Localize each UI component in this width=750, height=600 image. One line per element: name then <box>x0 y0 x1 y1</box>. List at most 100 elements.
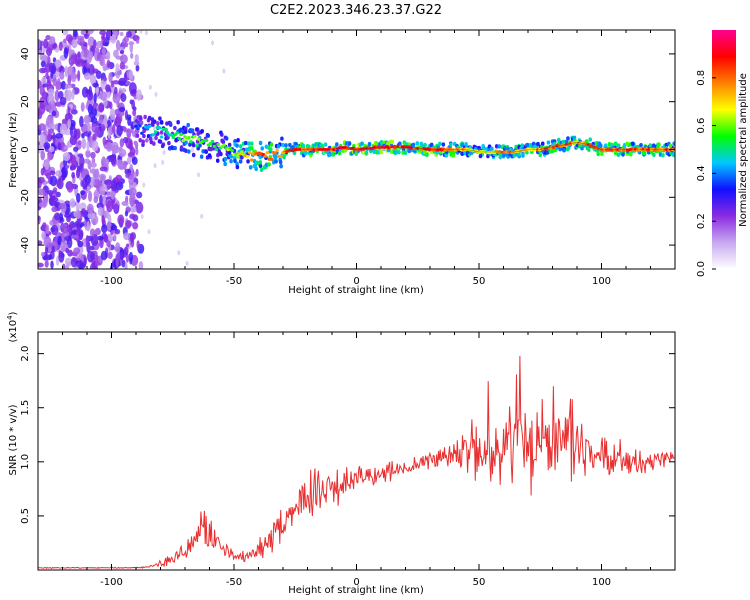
heatmap-ridge-halo <box>204 149 209 154</box>
heatmap-noise-cell <box>99 185 106 196</box>
heatmap-ridge-halo <box>188 142 192 147</box>
heatmap-noise-cell <box>105 84 111 93</box>
heatmap-noise-cell <box>135 146 139 156</box>
colorbar-tick-label: 0.8 <box>696 70 707 86</box>
heatmap-noise-cell <box>140 214 144 220</box>
heatmap-ridge-halo <box>238 159 243 164</box>
heatmap-ridge-halo <box>194 127 199 132</box>
heatmap-ridge-halo <box>206 133 211 138</box>
heatmap-noise-cell <box>130 52 134 59</box>
heatmap-ridge-halo <box>360 141 364 146</box>
heatmap-noise-cell <box>138 260 144 269</box>
heatmap-noise-cell <box>113 233 117 241</box>
heatmap-panel: -100 -50 0 50 100 -40 -20 0 20 40 Height of strai… <box>8 29 676 296</box>
heatmap-noise-cell <box>93 93 97 104</box>
heatmap-noise-cell <box>75 200 80 212</box>
heatmap-ridge-halo <box>521 153 525 158</box>
heatmap-noise-cell <box>185 260 189 266</box>
heatmap-noise-cell <box>114 228 121 235</box>
heatmap-ridge-halo <box>151 122 155 127</box>
heatmap-noise-cell <box>80 102 85 112</box>
heatmap-ridge-halo <box>478 153 483 159</box>
heatmap-noise-cell <box>92 82 99 88</box>
heatmap-noise-cell <box>124 210 129 217</box>
heatmap-ridge-halo <box>182 147 187 153</box>
heatmap-noise-cell <box>92 169 100 181</box>
heatmap-noise-cell <box>100 250 108 261</box>
heatmap-noise-cell <box>85 115 91 124</box>
heatmap-ridge-halo <box>183 129 188 134</box>
heatmap-noise-cell <box>59 71 65 80</box>
heatmap-noise-cell <box>126 30 132 38</box>
heatmap-ridge-halo <box>145 138 149 143</box>
heatmap-y-tick-label: -40 <box>20 237 31 253</box>
heatmap-ridge-halo <box>258 160 263 165</box>
heatmap-ridge-halo <box>156 121 160 126</box>
heatmap-noise-cell <box>134 54 139 63</box>
heatmap-noise-cell <box>57 142 62 151</box>
heatmap-ridge-halo <box>184 140 188 145</box>
heatmap-noise-cell <box>106 240 111 248</box>
heatmap-noise-cell <box>99 54 104 66</box>
heatmap-noise-cell <box>128 82 137 95</box>
heatmap-noise-cell <box>73 247 81 255</box>
heatmap-noise-cell <box>93 191 100 197</box>
heatmap-noise-cell <box>86 186 91 191</box>
heatmap-noise-cell <box>105 141 113 152</box>
heatmap-x-tick-label: -50 <box>226 276 242 287</box>
heatmap-noise-cell <box>77 139 82 146</box>
heatmap-ridge-halo <box>215 158 220 163</box>
heatmap-noise-cell <box>147 229 151 235</box>
heatmap-noise-cell <box>102 158 110 167</box>
heatmap-ridge-core <box>269 157 274 161</box>
heatmap-ridge-core <box>212 144 217 149</box>
heatmap-noise-cell <box>43 142 51 150</box>
snr-x-tick-label: 50 <box>473 577 486 588</box>
heatmap-noise-cell <box>102 32 106 45</box>
heatmap-noise-cell <box>64 112 73 122</box>
heatmap-ridge-halo <box>284 143 288 148</box>
heatmap-ridge-halo <box>498 154 503 160</box>
snr-panel: -100 -50 0 50 100 0.5 1.0 1.5 2.0 Height of stra… <box>6 311 676 596</box>
heatmap-noise-cell <box>90 151 96 159</box>
heatmap-ridge-halo <box>490 146 494 152</box>
heatmap-ridge-halo <box>331 152 336 157</box>
heatmap-ridge-core <box>247 150 252 154</box>
heatmap-noise-cell <box>109 34 117 44</box>
heatmap-noise-cell <box>162 150 166 156</box>
heatmap-ridge-halo <box>281 142 285 148</box>
heatmap-noise-cell <box>43 236 52 248</box>
heatmap-noise-cell <box>56 178 64 190</box>
heatmap-ridge-halo <box>657 142 661 147</box>
heatmap-ridge-halo <box>229 154 234 159</box>
heatmap-noise-cell <box>45 224 50 234</box>
heatmap-ridge-halo <box>258 140 263 146</box>
heatmap-noise-cell <box>119 249 125 260</box>
heatmap-ridge-core <box>240 150 244 154</box>
heatmap-noise-cell <box>90 251 95 261</box>
heatmap-ridge-halo <box>235 161 239 167</box>
heatmap-noise-cell <box>47 88 55 96</box>
heatmap-ridge-halo <box>464 141 468 147</box>
heatmap-noise-cell <box>144 30 148 36</box>
heatmap-noise-cell <box>39 52 46 61</box>
heatmap-ridge-halo <box>517 151 521 157</box>
heatmap-noise-cell <box>131 156 138 165</box>
heatmap-noise-cell <box>66 183 74 193</box>
heatmap-noise-cell <box>62 152 71 162</box>
heatmap-noise-cell <box>57 235 62 246</box>
heatmap-noise-cell <box>70 256 78 268</box>
heatmap-noise-cell <box>110 80 115 88</box>
heatmap-ridge-core <box>230 148 234 153</box>
heatmap-ridge-halo <box>429 142 434 148</box>
heatmap-ridge-halo <box>183 126 188 131</box>
snr-xlabel: Height of straight line (km) <box>288 585 424 596</box>
heatmap-noise-cell <box>78 155 85 168</box>
heatmap-ridge-halo <box>191 142 196 148</box>
heatmap-noise-cell <box>135 64 140 72</box>
heatmap-ridge-halo <box>267 162 271 167</box>
heatmap-ridge-halo <box>337 150 342 156</box>
heatmap-ridge-halo <box>282 155 286 160</box>
colorbar-bar <box>712 30 736 269</box>
heatmap-ridge-halo <box>143 114 147 120</box>
